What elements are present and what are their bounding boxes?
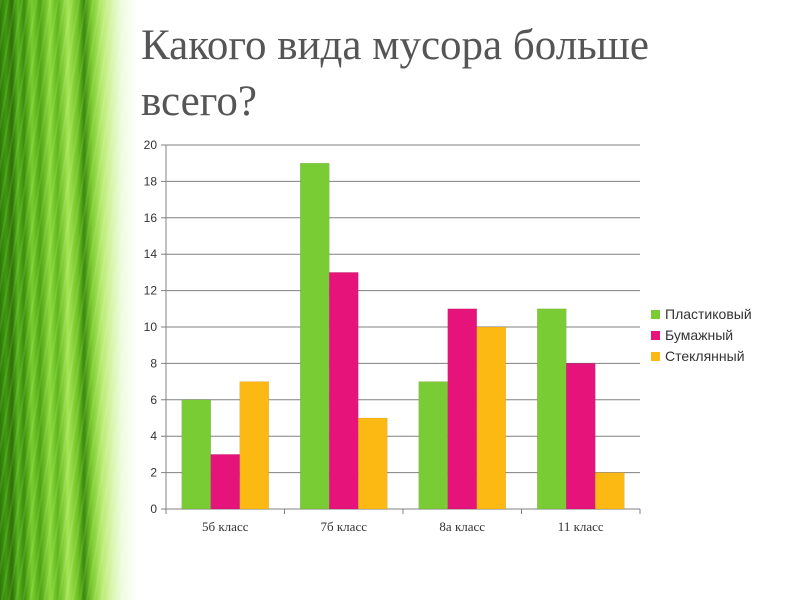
bars [181, 162, 625, 510]
y-tick-label: 8 [150, 356, 157, 370]
y-tick-label: 14 [144, 247, 158, 261]
bar-3-2 [358, 417, 388, 510]
slide-title: Какого вида мусора больше всего? [141, 22, 649, 125]
bar-1-3 [418, 381, 448, 510]
x-category-labels: 5б класс 7б класс 8а класс 11 класс [202, 519, 604, 534]
bar-2-3 [447, 308, 477, 510]
legend: Пластиковый Бумажный Стеклянный [651, 306, 752, 364]
legend-label: Пластиковый [665, 306, 752, 322]
bar-2-1 [210, 454, 240, 510]
y-tick-label: 6 [150, 393, 157, 407]
bar-1-1 [181, 399, 211, 510]
y-tick-labels: 0 2 4 6 8 10 12 14 16 18 20 [144, 138, 158, 516]
x-category-label: 11 класс [558, 519, 604, 534]
legend-swatch [651, 352, 660, 361]
bar-3-4 [595, 472, 625, 510]
legend-label: Стеклянный [665, 348, 745, 364]
bar-1-4 [537, 308, 567, 510]
y-tick-label: 2 [150, 466, 157, 480]
bar-3-1 [239, 381, 269, 510]
bar-2-4 [566, 363, 596, 510]
bar-2-2 [329, 272, 359, 510]
x-category-label: 5б класс [202, 519, 249, 534]
legend-swatch [651, 331, 660, 340]
legend-swatch [651, 310, 660, 319]
decorative-stripes [0, 0, 138, 600]
legend-label: Бумажный [665, 327, 733, 343]
y-tick-label: 18 [144, 174, 158, 188]
y-tick-label: 10 [144, 320, 158, 334]
y-tick-label: 16 [144, 211, 158, 225]
x-category-label: 7б класс [321, 519, 368, 534]
y-tick-label: 0 [150, 502, 157, 516]
bar-3-3 [476, 326, 506, 510]
bar-1-2 [300, 162, 330, 510]
x-category-label: 8а класс [439, 519, 485, 534]
y-tick-label: 12 [144, 284, 158, 298]
y-tick-label: 20 [144, 138, 158, 152]
y-tick-label: 4 [150, 429, 157, 443]
